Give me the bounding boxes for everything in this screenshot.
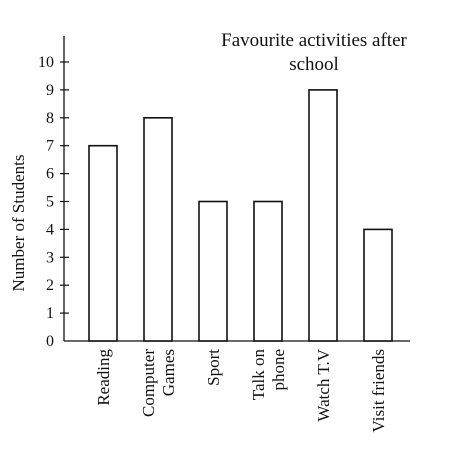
bar — [253, 200, 283, 342]
x-tick-label: Games — [159, 349, 178, 396]
y-tick-label: 6 — [46, 166, 54, 183]
bar — [198, 200, 228, 342]
y-tick-label: 2 — [46, 277, 54, 294]
bar — [363, 228, 393, 342]
bar — [143, 117, 173, 342]
y-tick-label: 0 — [46, 333, 54, 350]
y-tick-label: 10 — [38, 54, 54, 71]
y-tick-label: 1 — [46, 305, 54, 322]
chart-title-line-1: Favourite activities after — [221, 30, 407, 51]
chart-title-line-2: school — [289, 54, 339, 75]
plot-area: 0 1 2 3 4 5 6 7 8 9 10 Reading Computer Games Sport Tal… — [38, 36, 410, 433]
y-axis-label: Number of Students — [9, 155, 28, 292]
x-tick-label: Sport — [204, 349, 223, 386]
x-tick-label: phone — [269, 349, 288, 391]
x-tick-label: Visit friends — [369, 349, 388, 433]
y-tick-label: 3 — [46, 249, 54, 266]
x-tick-label: Watch T.V — [314, 348, 333, 421]
y-tick-label: 7 — [46, 138, 54, 155]
x-tick-label: Talk on — [249, 349, 268, 401]
x-tick-label: Computer — [139, 349, 158, 417]
bar — [88, 144, 118, 342]
y-tick-label: 5 — [46, 194, 54, 211]
y-tick-label: 9 — [46, 82, 54, 99]
y-tick-label: 8 — [46, 110, 54, 127]
x-tick-label: Reading — [94, 349, 113, 406]
bar — [308, 89, 338, 342]
y-tick-label: 4 — [46, 221, 54, 238]
